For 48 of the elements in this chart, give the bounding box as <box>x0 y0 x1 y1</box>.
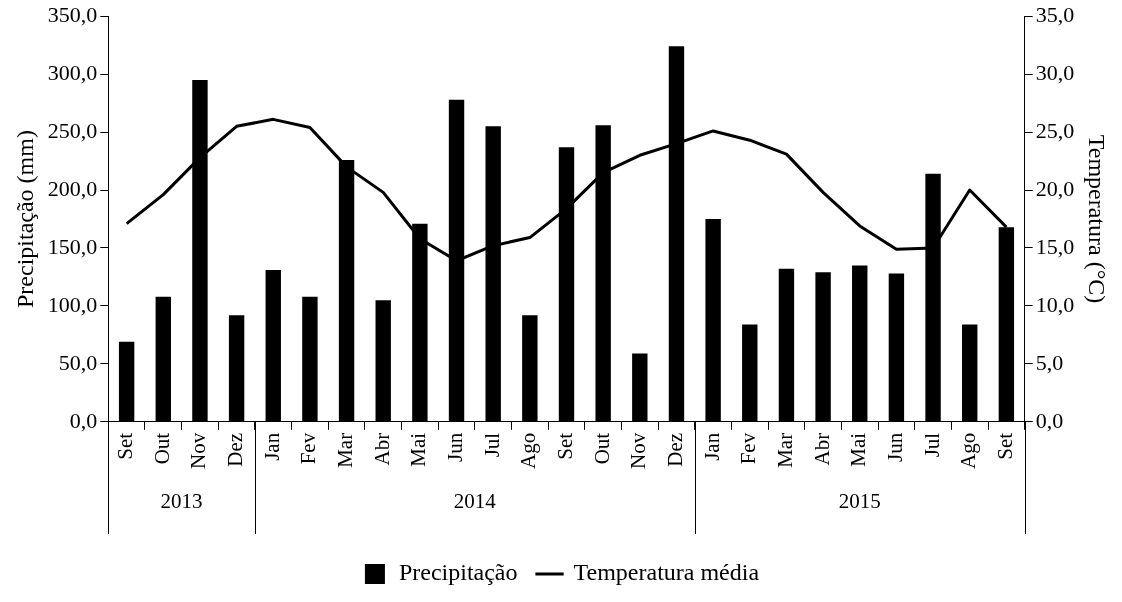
y-tick-label: 100,0 <box>47 291 98 317</box>
y2-tick-label: 30,0 <box>1035 59 1075 85</box>
x-tick-label: Fev <box>296 432 321 465</box>
y2-tick-label: 25,0 <box>1035 117 1075 143</box>
x-tick-label: Abr <box>369 432 394 466</box>
x-tick-label: Ago <box>956 432 981 470</box>
y-axis-title: Precipitação (mm) <box>11 130 38 308</box>
x-tick-label: Jul <box>479 432 504 458</box>
y2-tick-label: 5,0 <box>1035 349 1064 375</box>
x-tick-label: Mai <box>846 432 871 467</box>
x-tick-label: Set <box>553 432 578 460</box>
x-tick-label: Dez <box>662 432 687 467</box>
y-tick-label: 150,0 <box>47 233 98 259</box>
y2-tick-label: 15,0 <box>1035 233 1075 259</box>
x-tick-label: Mar <box>333 432 358 468</box>
x-tick-label: Fev <box>736 432 761 465</box>
legend-label: Precipitação <box>398 559 518 586</box>
text: 2015 <box>838 488 881 513</box>
x-tick-label: Nov <box>626 432 651 470</box>
x-tick-label: Abr <box>809 432 834 466</box>
y-tick-label: 350,0 <box>47 1 98 27</box>
x-tick-label: Jan <box>259 432 284 461</box>
x-tick-label: Mai <box>406 432 431 467</box>
x-tick-label: Out <box>149 432 174 465</box>
x-tick-label: Mar <box>772 432 797 468</box>
y2-tick-label: 0,0 <box>1035 407 1064 433</box>
x-tick-label: Set <box>113 432 138 460</box>
x-tick-label: Dez <box>223 432 248 467</box>
y-tick-label: 250,0 <box>47 117 98 143</box>
x-tick-label: Jul <box>919 432 944 458</box>
x-tick-label: Jun <box>443 432 468 463</box>
x-tick-label: Jan <box>699 432 724 461</box>
y2-tick-label: 10,0 <box>1035 291 1075 317</box>
x-tick-label: Ago <box>516 432 541 470</box>
x-tick-label: Nov <box>186 432 211 470</box>
x-tick-label: Set <box>992 432 1017 460</box>
x-tick-label: Jun <box>882 432 907 463</box>
y-tick-label: 200,0 <box>47 175 98 201</box>
legend-label: Temperatura média <box>573 559 760 586</box>
text: 2014 <box>453 488 497 513</box>
text: 2013 <box>160 488 203 513</box>
y-tick-label: 0,0 <box>69 407 98 433</box>
y-tick-label: 50,0 <box>58 349 98 375</box>
y2-tick-label: 35,0 <box>1035 1 1075 27</box>
y2-axis-title: Temperatura (°C) <box>1084 134 1111 304</box>
y-tick-label: 300,0 <box>47 59 98 85</box>
y2-tick-label: 20,0 <box>1035 175 1075 201</box>
x-tick-label: Out <box>589 432 614 465</box>
